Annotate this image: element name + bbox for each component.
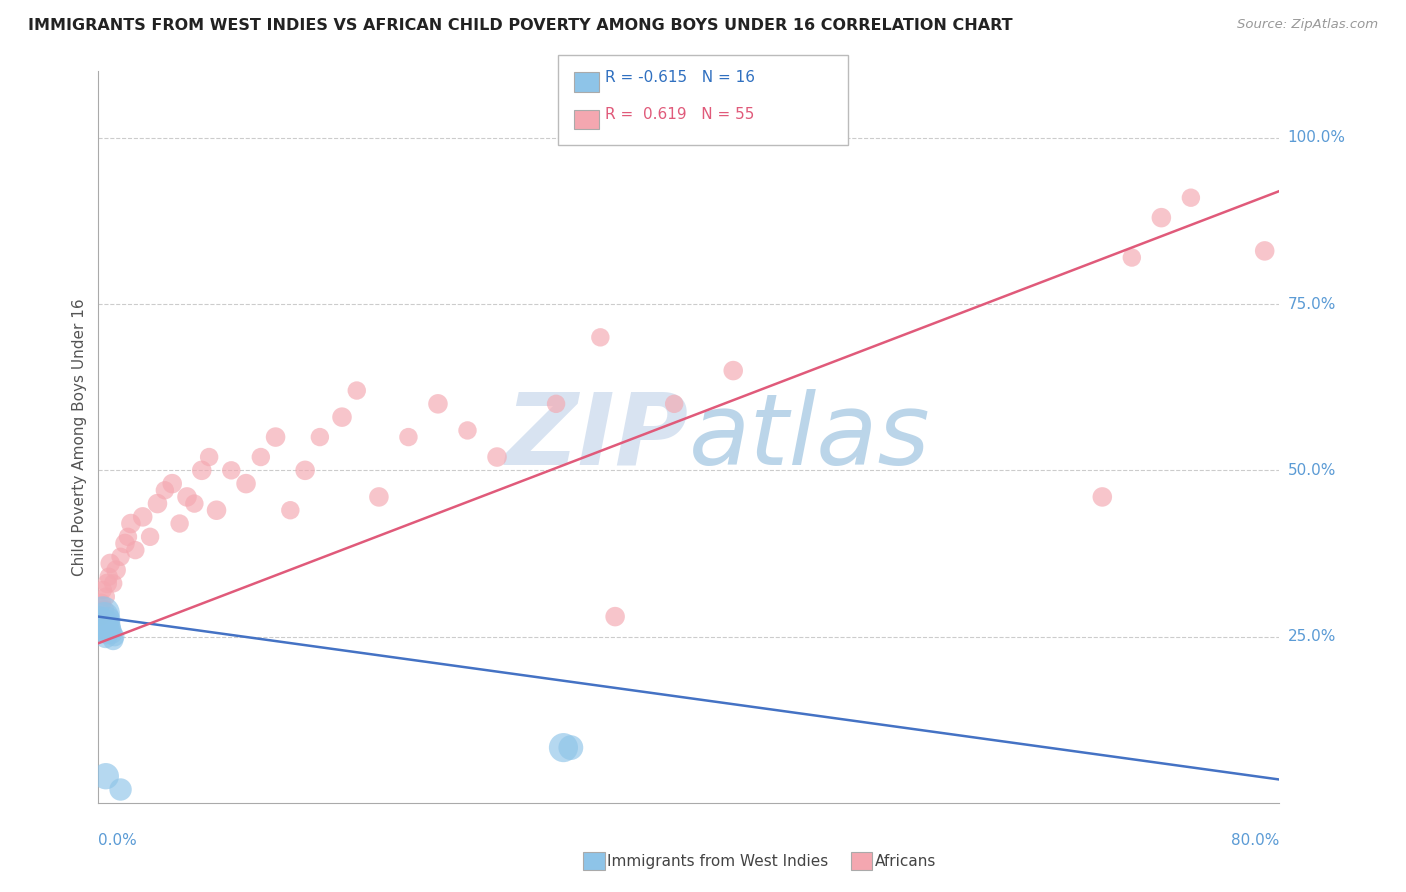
Point <box>146 497 169 511</box>
Point <box>250 450 273 464</box>
Point <box>103 576 125 591</box>
Point <box>1343 230 1365 244</box>
Point <box>1091 490 1114 504</box>
Point <box>105 563 128 577</box>
Point <box>368 490 391 504</box>
Point <box>100 626 122 640</box>
Point <box>427 397 450 411</box>
Point <box>176 490 198 504</box>
Point <box>235 476 257 491</box>
Point <box>546 397 568 411</box>
Point <box>139 530 162 544</box>
Point <box>205 503 228 517</box>
Point <box>1121 251 1143 265</box>
Point <box>89 609 111 624</box>
Text: R = -0.615   N = 16: R = -0.615 N = 16 <box>605 70 755 85</box>
Point <box>183 497 205 511</box>
Point <box>398 430 420 444</box>
Point <box>91 582 114 597</box>
Text: 80.0%: 80.0% <box>1232 833 1279 848</box>
Point <box>1327 184 1350 198</box>
Point <box>94 630 117 644</box>
Point <box>124 543 146 558</box>
Point <box>346 384 368 398</box>
Point <box>110 549 132 564</box>
Point <box>457 424 479 438</box>
Point <box>1254 244 1277 258</box>
Point <box>110 782 132 797</box>
Point <box>93 603 115 617</box>
Point <box>94 590 117 604</box>
Point <box>221 463 243 477</box>
Text: ZIP: ZIP <box>506 389 689 485</box>
Point <box>153 483 176 498</box>
Point <box>104 630 127 644</box>
Point <box>98 623 121 637</box>
Point <box>91 607 114 621</box>
Point <box>90 596 112 610</box>
Text: IMMIGRANTS FROM WEST INDIES VS AFRICAN CHILD POVERTY AMONG BOYS UNDER 16 CORRELA: IMMIGRANTS FROM WEST INDIES VS AFRICAN C… <box>28 18 1012 33</box>
Text: atlas: atlas <box>689 389 931 485</box>
Point <box>264 430 287 444</box>
Point <box>97 570 120 584</box>
Text: Africans: Africans <box>875 854 936 869</box>
Text: 100.0%: 100.0% <box>1288 130 1346 145</box>
Point <box>486 450 509 464</box>
Point <box>103 632 125 647</box>
Point <box>589 330 612 344</box>
Point <box>560 740 582 755</box>
Point <box>330 410 353 425</box>
Point <box>553 740 575 755</box>
Point <box>198 450 221 464</box>
Point <box>117 530 139 544</box>
Point <box>309 430 332 444</box>
Text: Source: ZipAtlas.com: Source: ZipAtlas.com <box>1237 18 1378 31</box>
Point <box>132 509 155 524</box>
Point <box>294 463 316 477</box>
Point <box>94 616 117 631</box>
Point <box>89 613 111 627</box>
Point <box>723 363 745 377</box>
Text: 75.0%: 75.0% <box>1288 297 1336 311</box>
Point <box>191 463 214 477</box>
Point <box>162 476 183 491</box>
Y-axis label: Child Poverty Among Boys Under 16: Child Poverty Among Boys Under 16 <box>72 298 87 576</box>
Point <box>280 503 302 517</box>
Text: Immigrants from West Indies: Immigrants from West Indies <box>607 854 828 869</box>
Point <box>1313 184 1336 198</box>
Point <box>97 619 120 633</box>
Point <box>605 609 627 624</box>
Point <box>1357 224 1379 238</box>
Text: R =  0.619   N = 55: R = 0.619 N = 55 <box>605 107 754 122</box>
Point <box>91 619 114 633</box>
Text: 0.0%: 0.0% <box>98 833 138 848</box>
Point <box>93 623 115 637</box>
Point <box>96 626 118 640</box>
Point <box>169 516 191 531</box>
Text: 25.0%: 25.0% <box>1288 629 1336 644</box>
Point <box>664 397 686 411</box>
Point <box>114 536 136 550</box>
Point <box>1298 237 1320 252</box>
Point <box>1150 211 1173 225</box>
Point <box>94 769 117 783</box>
Text: 50.0%: 50.0% <box>1288 463 1336 478</box>
Point <box>1180 191 1202 205</box>
Point <box>93 609 115 624</box>
Point <box>90 616 112 631</box>
Point <box>96 576 118 591</box>
Point <box>120 516 142 531</box>
Point <box>96 613 118 627</box>
Point <box>98 557 121 571</box>
